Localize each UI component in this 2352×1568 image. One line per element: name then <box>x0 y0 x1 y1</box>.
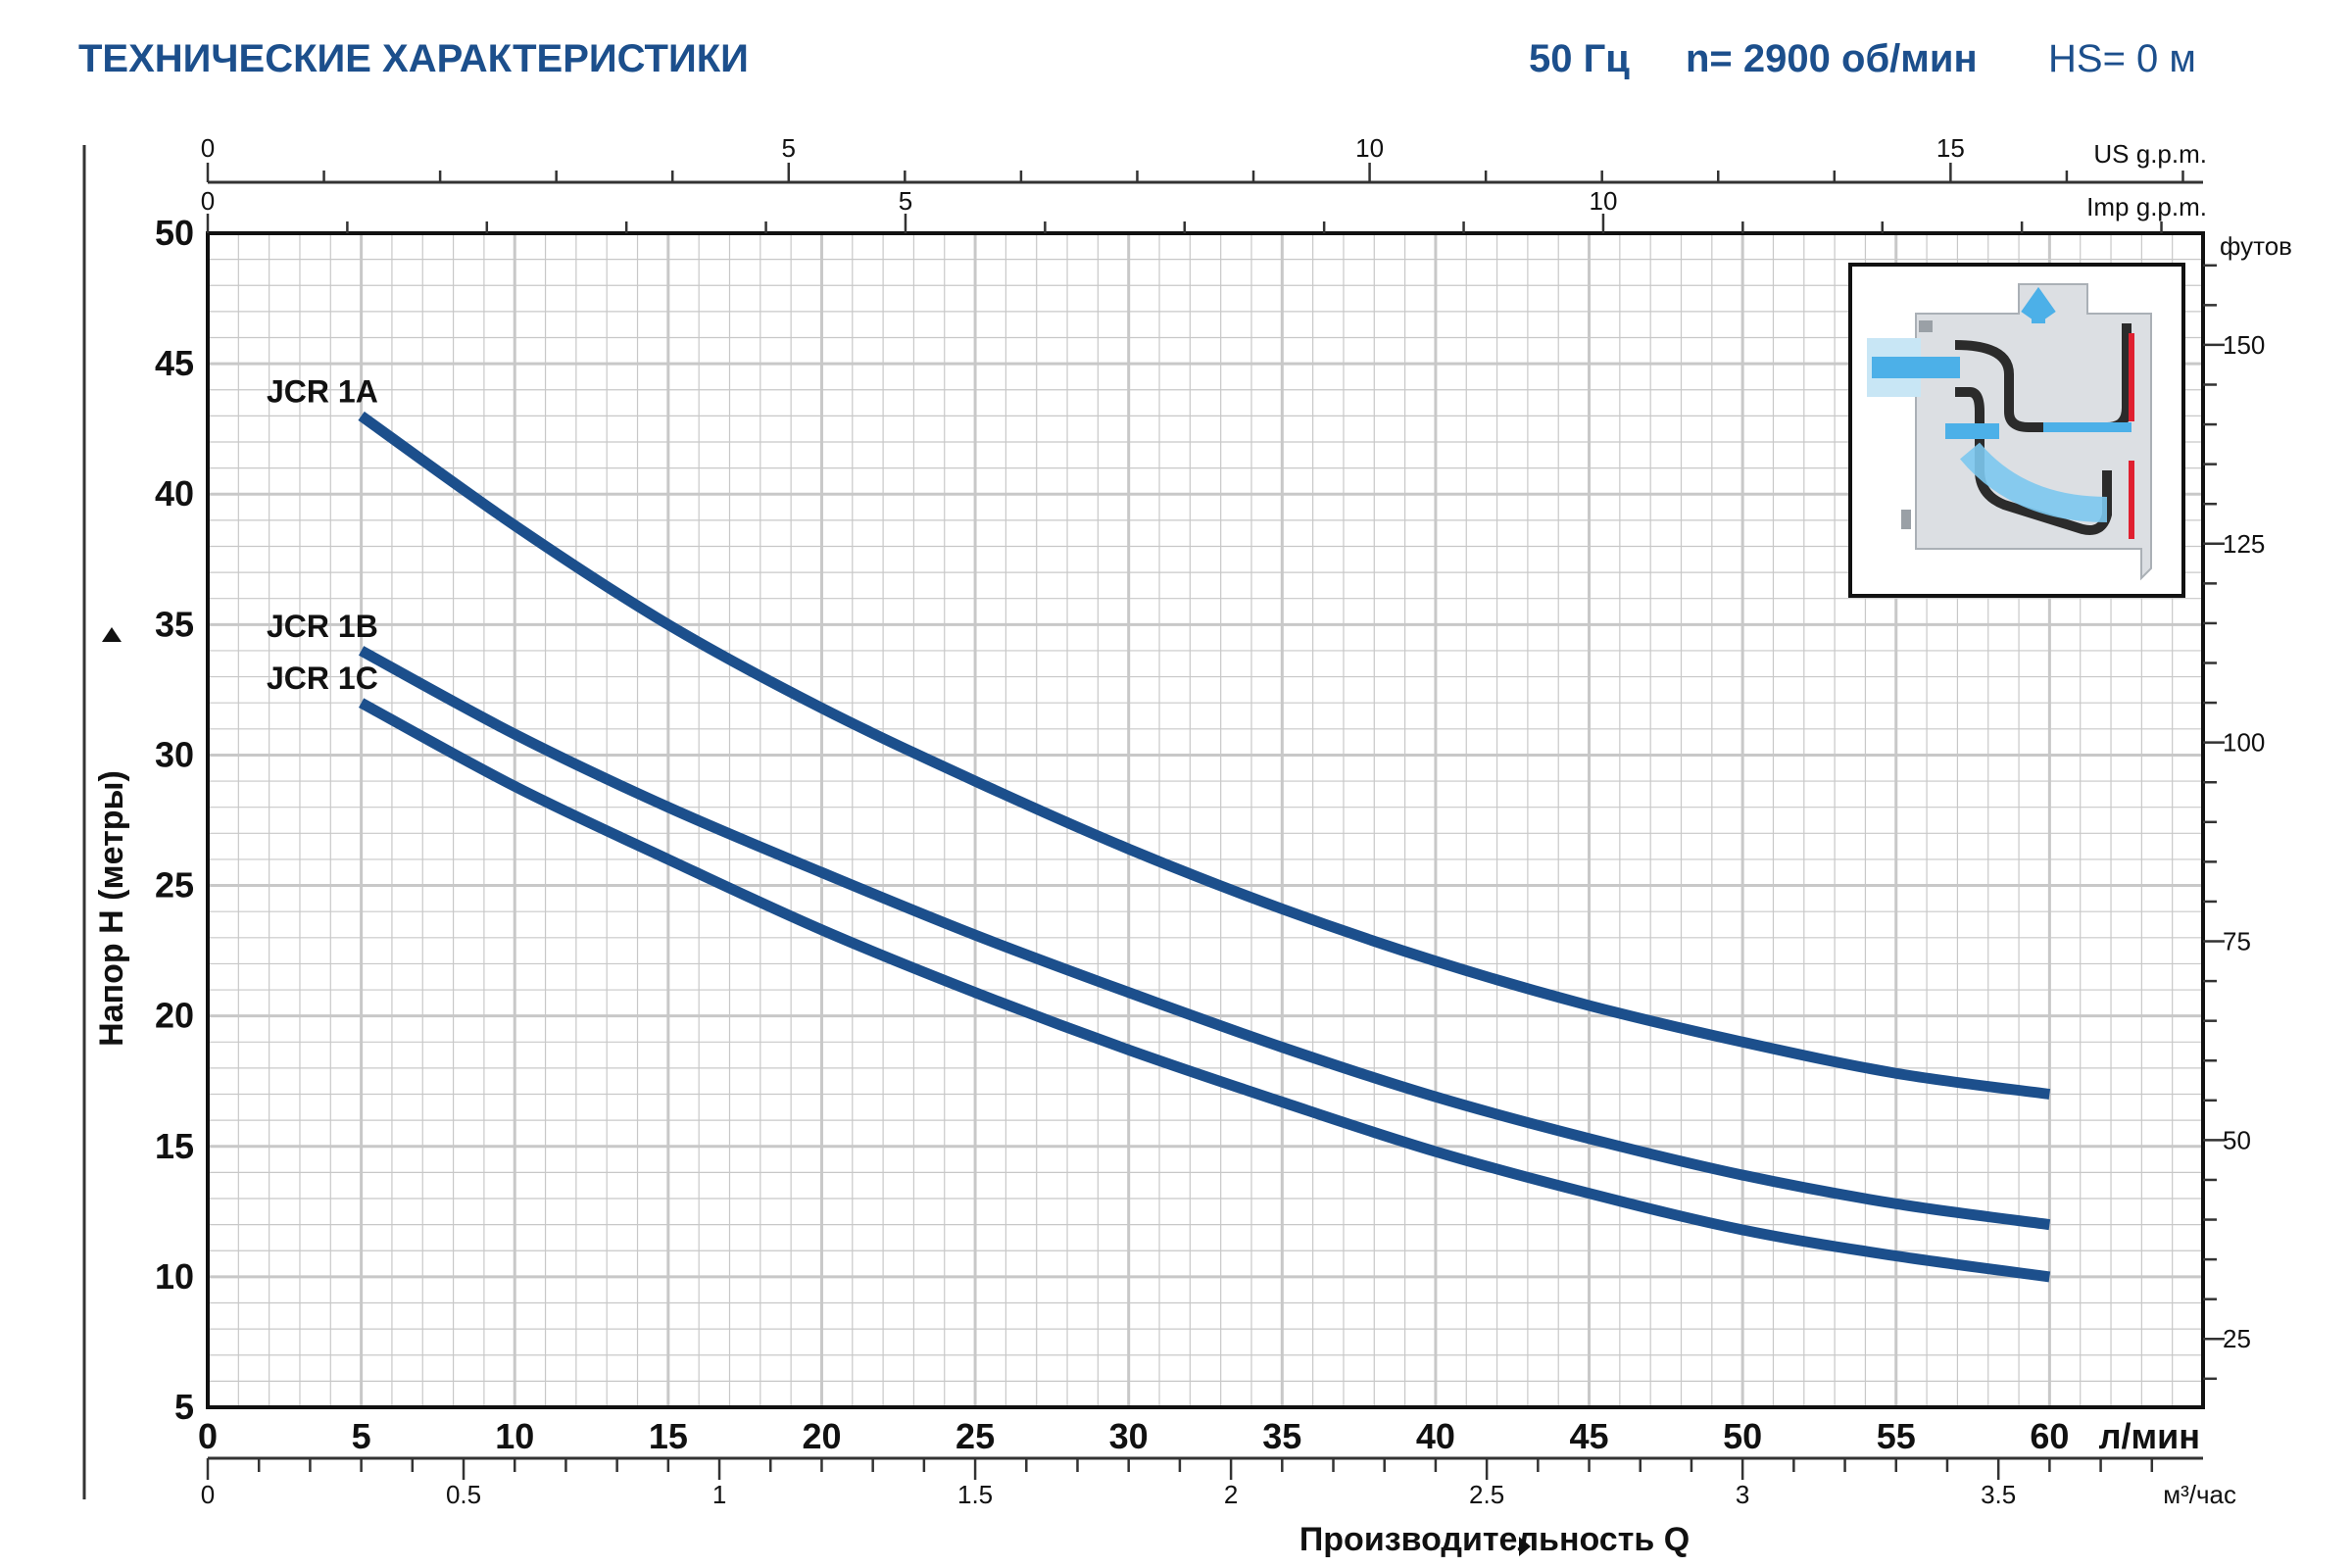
us-gpm-tick-label: 10 <box>1355 133 1384 163</box>
feet-unit-label: футов <box>2220 231 2292 261</box>
x-tick-label: 45 <box>1570 1416 1609 1456</box>
y-tick-label: 5 <box>174 1387 194 1427</box>
y-tick-label: 40 <box>155 473 194 514</box>
series-label-jcr-1b: JCR 1B <box>267 609 378 644</box>
m3h-unit-label: м³/час <box>2163 1480 2236 1509</box>
x-tick-label: 10 <box>495 1416 534 1456</box>
series-line-jcr-1c <box>358 698 2051 1283</box>
us-gpm-unit-label: US g.p.m. <box>2093 139 2207 169</box>
us-gpm-tick-label: 5 <box>782 133 796 163</box>
x-tick-label: 35 <box>1262 1416 1301 1456</box>
x-axis-title: Производительность Q <box>1299 1521 1690 1558</box>
m3h-tick-label: 1.5 <box>957 1480 993 1509</box>
pump-diagram <box>1848 263 2185 598</box>
x-axis-arrow <box>1519 1537 1531 1556</box>
labels: 0 5 10 15 20 25 30 35 40 45 50 55 60 л/мин51015202530… <box>93 133 2292 1558</box>
feet-tick-label: 125 <box>2223 529 2265 559</box>
m3h-tick-label: 3 <box>1736 1480 1749 1509</box>
y-tick-label: 10 <box>155 1256 194 1297</box>
feet-tick-label: 25 <box>2223 1324 2251 1353</box>
m3h-tick-label: 2.5 <box>1469 1480 1504 1509</box>
y-axis-arrow <box>102 627 122 642</box>
curves <box>358 411 2051 1283</box>
y-axis-title: Напор Н (метры) <box>93 770 130 1047</box>
x-tick-label: 30 <box>1109 1416 1149 1456</box>
us-gpm-tick-label: 15 <box>1936 133 1965 163</box>
series-line-jcr-1a <box>358 411 2051 1100</box>
x-tick-label: 55 <box>1877 1416 1916 1456</box>
speed-label: n= 2900 об/мин <box>1686 37 1978 80</box>
feet-tick-label: 50 <box>2223 1125 2251 1154</box>
imp-gpm-unit-label: Imp g.p.m. <box>2086 192 2207 221</box>
imp-gpm-tick-label: 0 <box>201 186 215 216</box>
y-tick-label: 35 <box>155 604 194 644</box>
y-tick-label: 30 <box>155 734 194 774</box>
x-tick-label: 5 <box>352 1416 371 1456</box>
m3h-tick-label: 3.5 <box>1981 1480 2016 1509</box>
x-tick-label: 60 <box>2030 1416 2069 1456</box>
axes <box>82 145 2225 1499</box>
x-tick-label: 25 <box>956 1416 995 1456</box>
series-line-jcr-1b <box>358 646 2051 1231</box>
m3h-tick-label: 0.5 <box>446 1480 481 1509</box>
m3h-tick-label: 2 <box>1224 1480 1238 1509</box>
x-unit-label: л/мин <box>2099 1416 2200 1456</box>
x-tick-label: 0 <box>198 1416 218 1456</box>
m3h-tick-label: 0 <box>201 1480 215 1509</box>
series-label-jcr-1c: JCR 1C <box>267 661 378 696</box>
x-tick-label: 40 <box>1416 1416 1455 1456</box>
feet-tick-label: 100 <box>2223 728 2265 758</box>
y-tick-label: 25 <box>155 865 194 906</box>
imp-gpm-tick-label: 5 <box>899 186 912 216</box>
suction-height-label: HS= 0 м <box>2048 37 2196 80</box>
x-tick-label: 50 <box>1723 1416 1762 1456</box>
feet-tick-label: 75 <box>2223 927 2251 956</box>
page-title: ТЕХНИЧЕСКИЕ ХАРАКТЕРИСТИКИ <box>78 37 749 80</box>
frequency-label: 50 Гц <box>1529 37 1630 80</box>
plot-frame <box>206 231 2205 1409</box>
m3h-tick-label: 1 <box>712 1480 726 1509</box>
y-tick-label: 15 <box>155 1126 194 1166</box>
y-tick-label: 45 <box>155 343 194 383</box>
imp-gpm-tick-label: 10 <box>1589 186 1617 216</box>
x-tick-label: 15 <box>649 1416 688 1456</box>
y-tick-label: 20 <box>155 996 194 1036</box>
series-label-jcr-1a: JCR 1A <box>267 373 378 409</box>
feet-tick-label: 150 <box>2223 330 2265 360</box>
us-gpm-tick-label: 0 <box>201 133 215 163</box>
y-tick-label: 50 <box>155 213 194 253</box>
x-tick-label: 20 <box>802 1416 841 1456</box>
